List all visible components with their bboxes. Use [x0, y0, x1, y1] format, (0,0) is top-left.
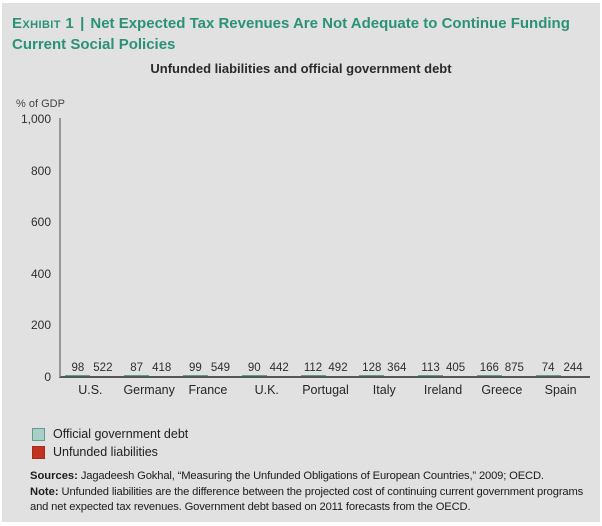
bar-value-label: 113	[421, 362, 440, 374]
legend: Official government debt Unfunded liabili…	[32, 427, 188, 463]
y-tick-label: 0	[44, 370, 51, 384]
category-label: Italy	[372, 383, 396, 397]
bar-value-label: 166	[479, 362, 499, 374]
official-bar: 128	[359, 362, 385, 376]
official-bar: 98	[65, 362, 91, 376]
official-bar: 99	[182, 362, 208, 376]
legend-label: Official government debt	[53, 427, 189, 441]
y-tick-label: 800	[30, 163, 51, 178]
bar-value-label: 492	[328, 362, 348, 374]
bar-value-label: 522	[93, 362, 113, 374]
bar-value-label: 128	[362, 362, 382, 374]
bar-group-germany: 87 418	[124, 362, 174, 376]
bar-value-label: 549	[210, 362, 231, 374]
official-bar: 74	[535, 362, 561, 376]
bar-group-uk: 90 442	[241, 362, 292, 376]
bar-value-label: 442	[269, 362, 289, 374]
sources-text: Jagadeesh Gokhal, “Measuring the Unfunde…	[77, 470, 544, 482]
bar-value-label: 98	[71, 362, 85, 374]
note-label: Note:	[30, 485, 59, 498]
legend-item: Unfunded liabilities	[32, 445, 188, 459]
category-label: U.S.	[78, 383, 103, 397]
bar-value-label: 87	[130, 362, 144, 374]
bar-group-portugal: 112 492	[300, 362, 351, 376]
bar-group-france: 99 549	[182, 362, 233, 376]
bar-value-label: 418	[152, 362, 172, 374]
official-bar: 113	[418, 362, 444, 376]
official-bar: 87	[124, 362, 150, 376]
plot-area: 0 200 400 600 800 1,000 98 522 U.S. 87 418 Germany 9…	[21, 112, 590, 397]
bar-value-label: 74	[541, 362, 555, 374]
y-tick-label: 600	[30, 215, 51, 230]
legend-item: Official government debt	[32, 427, 188, 441]
bar-group-spain: 74 244	[535, 362, 586, 376]
category-label: Spain	[544, 383, 577, 397]
y-tick-label: 400	[30, 266, 51, 281]
official-bar: 112	[300, 362, 326, 376]
note-line: Note: Unfunded liabilities are the diffe…	[30, 485, 588, 516]
exhibit-number-label: Exhibit 1	[12, 15, 75, 32]
legend-swatch-icon	[32, 427, 45, 441]
official-bar: 90	[241, 362, 267, 376]
bar-value-label: 112	[303, 362, 323, 374]
bar-value-label: 405	[445, 362, 466, 374]
y-tick-label: 1,000	[20, 112, 51, 126]
y-axis-unit-label: % of GDP	[16, 98, 65, 110]
legend-label: Unfunded liabilities	[53, 445, 158, 459]
header-separator: |	[80, 15, 85, 32]
bar-group-us: 98 522	[65, 362, 115, 376]
category-label: Germany	[123, 383, 175, 397]
category-label: France	[188, 383, 228, 397]
bar-value-label: 99	[189, 362, 202, 374]
category-label: Ireland	[423, 383, 463, 397]
bar-group-ireland: 113 405	[418, 362, 468, 376]
footer-notes: Sources: Jagadeesh Gokhal, “Measuring th…	[30, 469, 588, 516]
exhibit-header: Exhibit 1 | Net Expected Tax Revenues Are …	[2, 3, 600, 55]
y-tick-label: 200	[30, 318, 51, 333]
bar-value-label: 364	[387, 362, 407, 374]
legend-swatch-icon	[32, 445, 45, 459]
exhibit-title: Net Expected Tax Revenues Are Not Adequa…	[12, 15, 570, 53]
bar-value-label: 875	[504, 362, 524, 374]
official-bar: 166	[476, 362, 502, 376]
exhibit-panel: Exhibit 1 | Net Expected Tax Revenues Are …	[2, 3, 600, 522]
bar-group-greece: 166 875	[476, 362, 527, 376]
category-label: Greece	[481, 383, 523, 397]
bar-value-label: 90	[247, 362, 261, 374]
sources-line: Sources: Jagadeesh Gokhal, “Measuring th…	[30, 469, 588, 485]
note-text: Unfunded liabilities are the difference …	[30, 485, 584, 514]
sources-label: Sources:	[30, 470, 78, 482]
bar-value-label: 244	[563, 362, 583, 374]
category-label: U.K.	[254, 383, 279, 397]
bar-group-italy: 128 364	[359, 362, 409, 376]
chart-title: Unfunded liabilities and official govern…	[150, 61, 452, 76]
category-label: Portugal	[302, 383, 349, 397]
